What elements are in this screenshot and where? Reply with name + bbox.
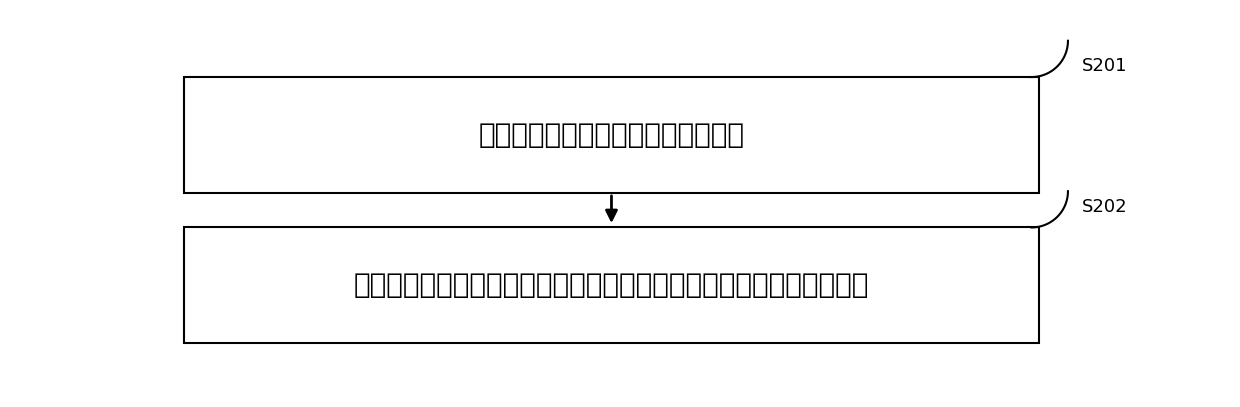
Text: 获取导航卫星的广播星历和观测数据: 获取导航卫星的广播星历和观测数据: [479, 121, 744, 149]
FancyBboxPatch shape: [184, 228, 1039, 344]
Text: S201: S201: [1083, 57, 1128, 75]
Text: S202: S202: [1083, 198, 1128, 216]
Text: 根据地面系统的位置、观测数据和广播星历，获得导航卫星的修正信息: 根据地面系统的位置、观测数据和广播星历，获得导航卫星的修正信息: [353, 271, 869, 300]
FancyBboxPatch shape: [184, 77, 1039, 193]
